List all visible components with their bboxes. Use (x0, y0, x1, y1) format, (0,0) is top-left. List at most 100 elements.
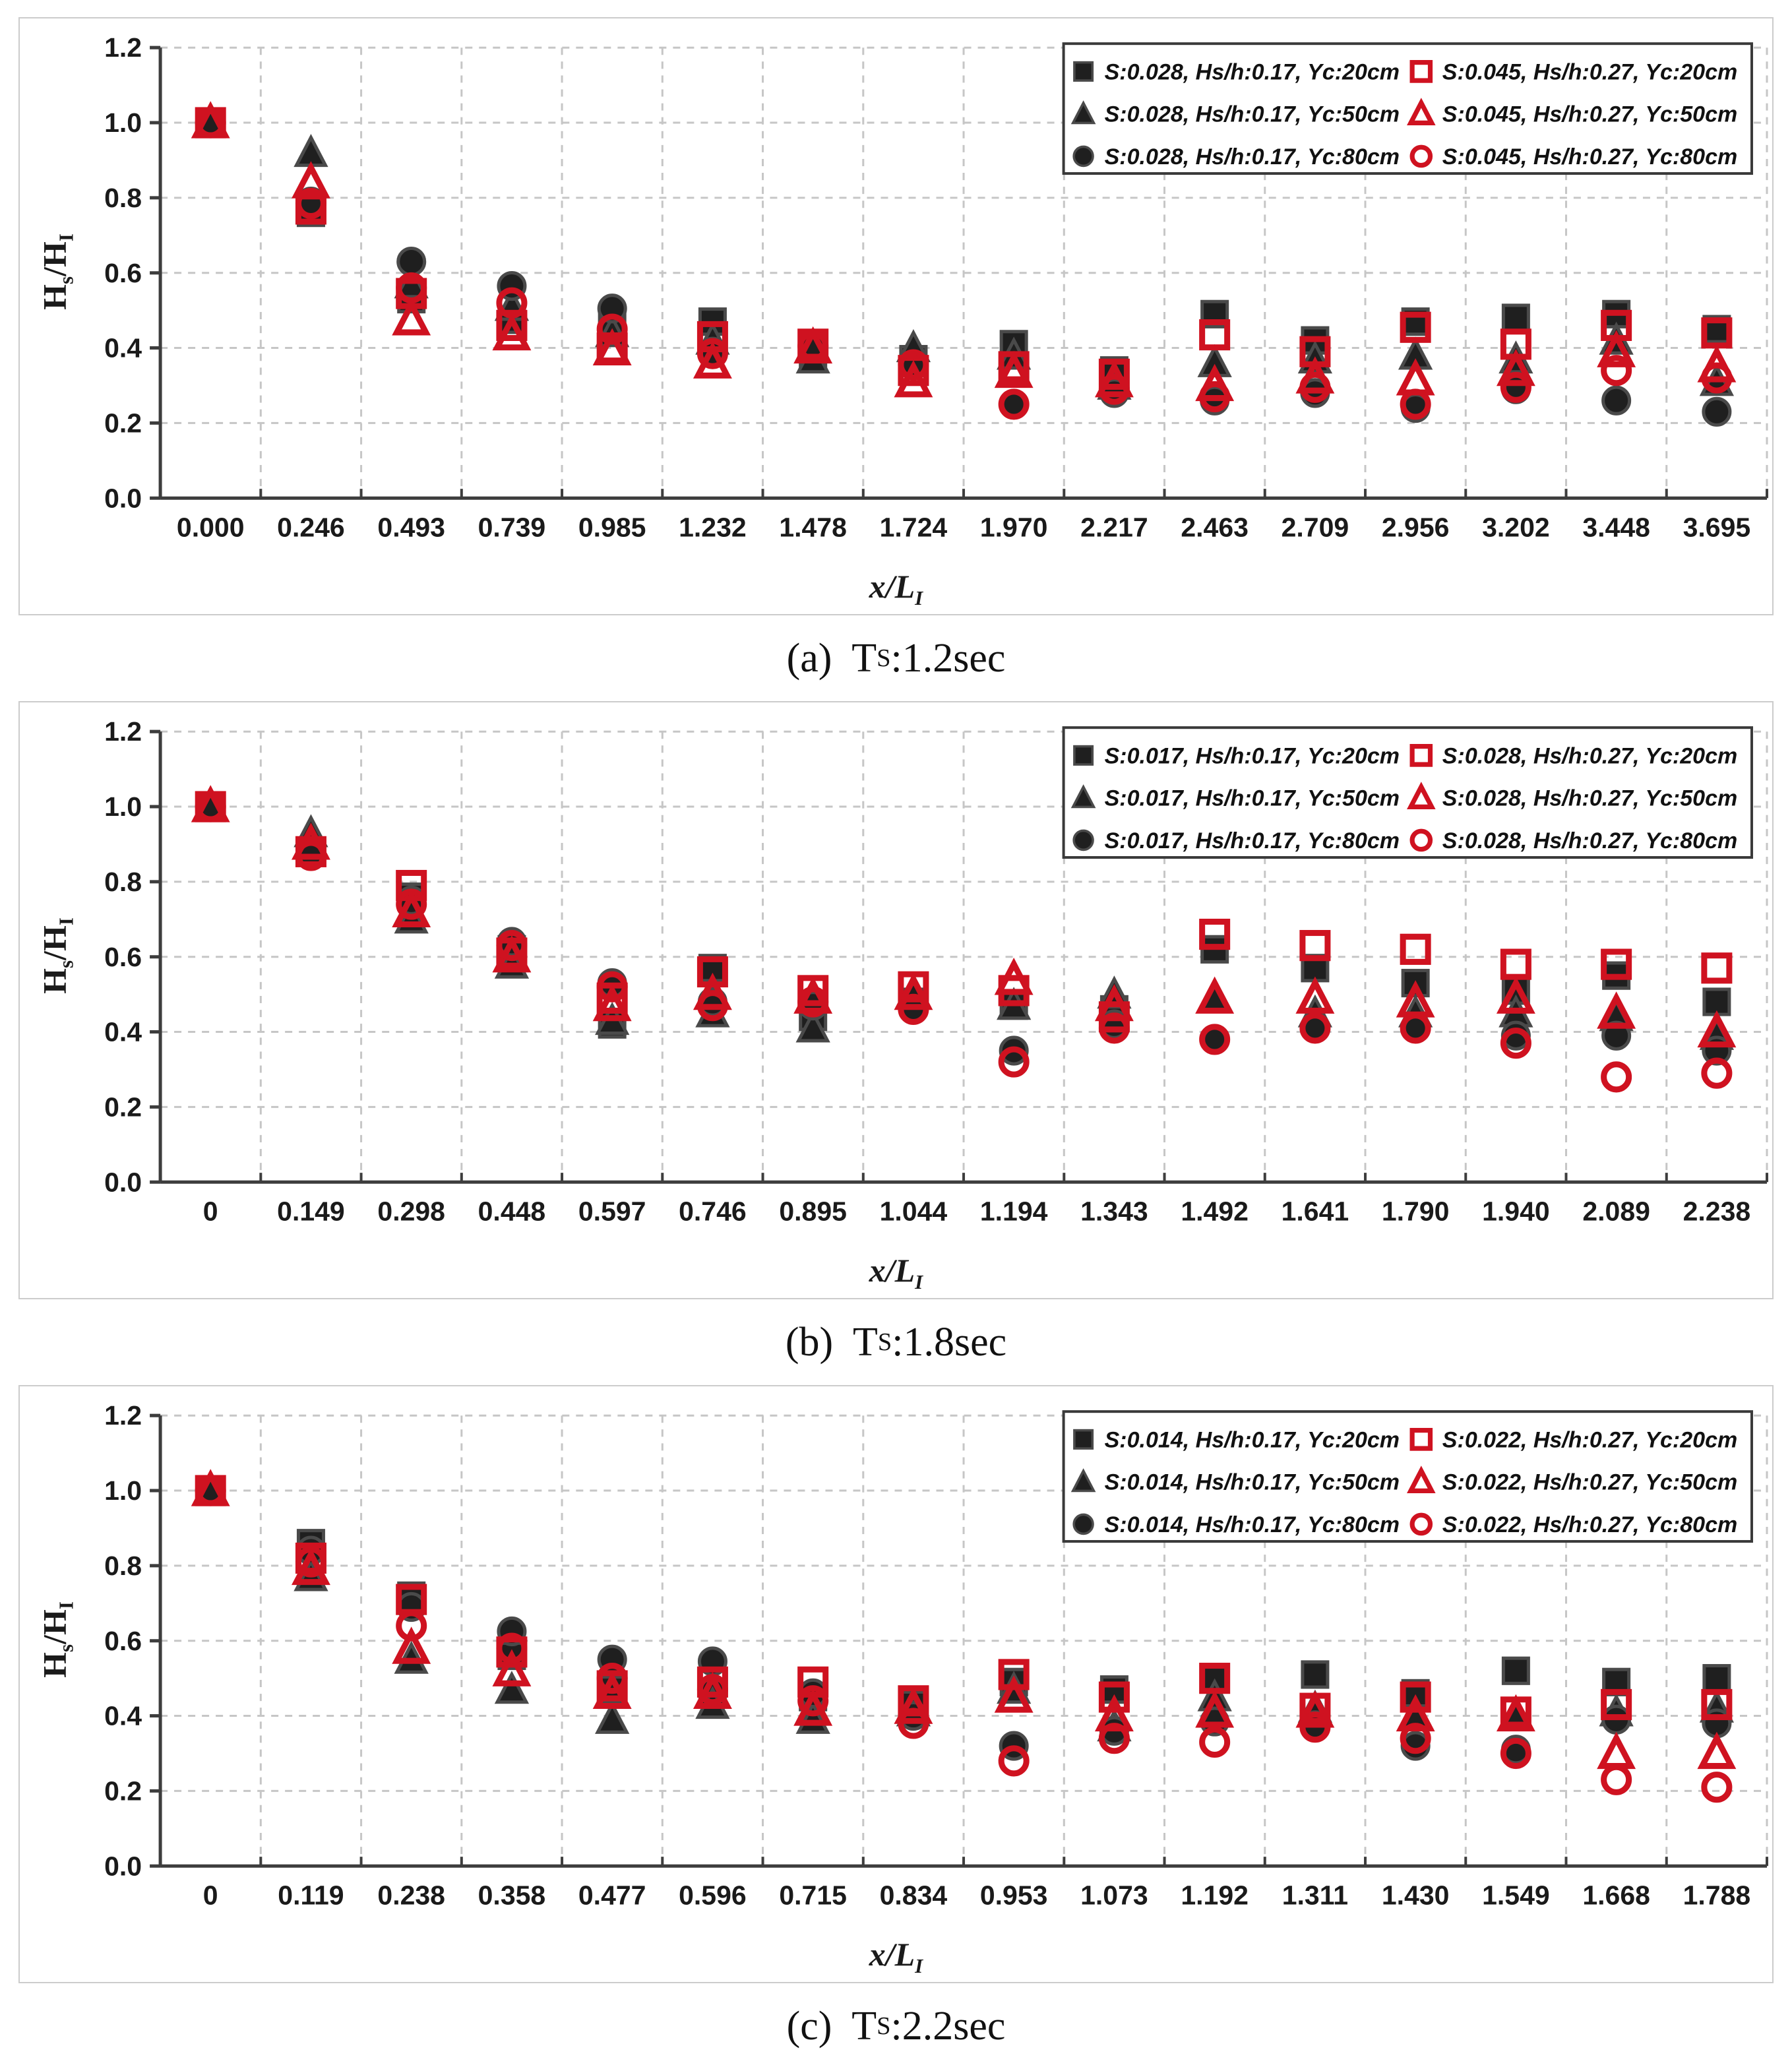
open-red-circle-marker (1409, 144, 1433, 168)
open-red-triangle-marker (492, 313, 532, 351)
y-tick-label: 1.2 (104, 716, 142, 747)
x-tick-label: 3.695 (1683, 512, 1751, 542)
open-red-circle-marker (998, 1046, 1030, 1078)
open-red-circle-marker (1409, 1512, 1433, 1536)
open-red-triangle-marker (1407, 98, 1436, 125)
open-red-circle-marker (1500, 371, 1531, 403)
legend-item-label: S:0.014, Hs/h:0.17, Yc:80cm (1105, 1512, 1400, 1537)
x-tick-label: 0.746 (679, 1196, 747, 1226)
filled-black-circle-marker (1601, 1020, 1632, 1051)
x-tick-label: 1.044 (880, 1196, 948, 1226)
y-tick-label: 0.8 (104, 867, 142, 897)
x-tick-label: 0.597 (578, 1196, 646, 1226)
x-tick-label: 1.311 (1282, 1880, 1348, 1910)
open-red-square-marker (1299, 930, 1331, 962)
open-red-circle-marker (1500, 1737, 1531, 1770)
x-axis-label: x/LI (869, 568, 923, 609)
x-tick-label: 0.149 (277, 1196, 345, 1226)
legend-item-label: S:0.014, Hs/h:0.17, Yc:20cm (1105, 1427, 1400, 1452)
legend-item-label: S:0.028, Hs/h:0.17, Yc:50cm (1105, 102, 1400, 127)
x-tick-label: 0 (203, 1196, 218, 1226)
legend-item-label: S:0.028, Hs/h:0.17, Yc:80cm (1105, 144, 1400, 170)
filled-black-triangle-marker (494, 1671, 530, 1704)
open-red-triangle-marker (693, 1671, 732, 1709)
open-red-triangle-marker (291, 161, 330, 199)
gridlines (159, 730, 1768, 1183)
x-tick-label: 0.246 (277, 512, 345, 542)
x-tick-label: 1.970 (980, 512, 1048, 542)
x-tick-label: 0.298 (377, 1196, 445, 1226)
y-axis-label: Hs/HI (36, 1601, 78, 1678)
filled-black-triangle-marker (1070, 1468, 1096, 1493)
open-red-triangle-marker (894, 972, 933, 1010)
open-red-square-marker (1500, 948, 1531, 980)
x-tick-label: 2.463 (1181, 512, 1249, 542)
open-red-triangle-marker (793, 976, 833, 1014)
open-red-circle-marker (898, 1708, 929, 1739)
open-red-triangle-marker (994, 958, 1034, 995)
filled-black-circle-marker (1601, 385, 1632, 416)
open-red-square-marker (1409, 743, 1433, 767)
open-red-circle-marker (396, 1610, 427, 1642)
open-red-triangle-marker (994, 1675, 1034, 1713)
open-red-circle-marker (998, 388, 1030, 420)
open-red-square-marker (1701, 1688, 1733, 1721)
x-tick-label: 0.895 (779, 1196, 847, 1226)
open-red-circle-marker (1199, 381, 1231, 413)
x-tick-label: 0.448 (478, 1196, 546, 1226)
open-red-circle-marker (596, 313, 628, 345)
series-open-triangle (191, 1469, 1737, 1770)
open-red-circle-marker (696, 338, 728, 369)
tick-labels: 0.0 0.2 0.4 0.6 0.8 1.0 1.2 0 0.119 0.238 0.358 0.4… (104, 1400, 1750, 1910)
caption-b: (b) T S:1.8sec (785, 1319, 1007, 1365)
open-red-circle-marker (295, 840, 326, 871)
open-red-square-marker (1098, 1681, 1130, 1713)
y-tick-label: 1.0 (104, 108, 142, 138)
y-tick-label: 0.2 (104, 1776, 142, 1806)
legend: S:0.028, Hs/h:0.17, Yc:20cm S:0.028, Hs/h… (1062, 42, 1753, 175)
open-red-triangle-marker (894, 359, 933, 398)
open-red-circle-marker (596, 1663, 628, 1694)
filled-black-triangle-marker (595, 1700, 630, 1734)
x-tick-label: 3.448 (1582, 512, 1650, 542)
open-red-triangle-marker (592, 983, 632, 1022)
open-red-triangle-marker (392, 298, 431, 336)
x-tick-label: 0.493 (377, 512, 445, 542)
x-tick-label: 1.194 (980, 1196, 1048, 1226)
filled-black-circle-marker (1072, 1513, 1094, 1535)
x-axis-label: x/LI (869, 1252, 923, 1293)
filled-black-triangle-marker (795, 1009, 830, 1043)
legend-item-label: S:0.022, Hs/h:0.27, Yc:20cm (1442, 1427, 1737, 1452)
open-red-circle-marker (797, 1685, 829, 1717)
open-red-circle-marker (195, 791, 226, 822)
open-red-circle-marker (195, 1475, 226, 1506)
x-tick-label: 1.192 (1181, 1880, 1249, 1910)
y-tick-label: 1.0 (104, 791, 142, 822)
x-tick-label: 1.073 (1080, 1880, 1148, 1910)
x-tick-label: 2.217 (1080, 512, 1148, 542)
x-tick-label: 1.492 (1181, 1196, 1249, 1226)
axes (150, 1413, 1768, 1868)
y-tick-label: 0.0 (104, 1167, 142, 1197)
open-red-circle-marker (898, 993, 929, 1025)
open-red-square-marker (1409, 59, 1433, 83)
open-red-square-marker (1400, 933, 1431, 965)
filled-black-circle-marker (1702, 396, 1732, 427)
x-tick-label: 2.089 (1582, 1196, 1650, 1226)
legend-item-label: S:0.022, Hs/h:0.27, Yc:50cm (1442, 1470, 1737, 1495)
open-red-circle-marker (1400, 1723, 1431, 1754)
legend-item-label: S:0.028, Hs/h:0.27, Yc:20cm (1442, 743, 1737, 768)
open-red-circle-marker (1299, 1012, 1331, 1044)
y-tick-label: 0.6 (104, 258, 142, 288)
x-tick-label: 2.238 (1683, 1196, 1751, 1226)
y-axis-label: Hs/HI (36, 233, 78, 310)
x-tick-label: 1.668 (1582, 1880, 1650, 1910)
open-red-triangle-marker (1697, 1731, 1737, 1770)
y-tick-label: 0.2 (104, 408, 142, 438)
open-red-circle-marker (1199, 1726, 1231, 1758)
x-tick-label: 0.953 (980, 1880, 1048, 1910)
filled-black-circle-marker (396, 247, 427, 277)
open-red-triangle-marker (1407, 782, 1436, 809)
open-red-circle-marker (1500, 1028, 1531, 1059)
